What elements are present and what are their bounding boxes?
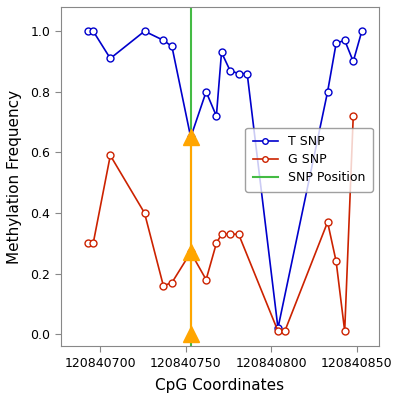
X-axis label: CpG Coordinates: CpG Coordinates	[155, 378, 284, 393]
Legend: T SNP, G SNP, SNP Position: T SNP, G SNP, SNP Position	[245, 128, 373, 192]
Y-axis label: Methylation Frequency: Methylation Frequency	[7, 90, 22, 264]
